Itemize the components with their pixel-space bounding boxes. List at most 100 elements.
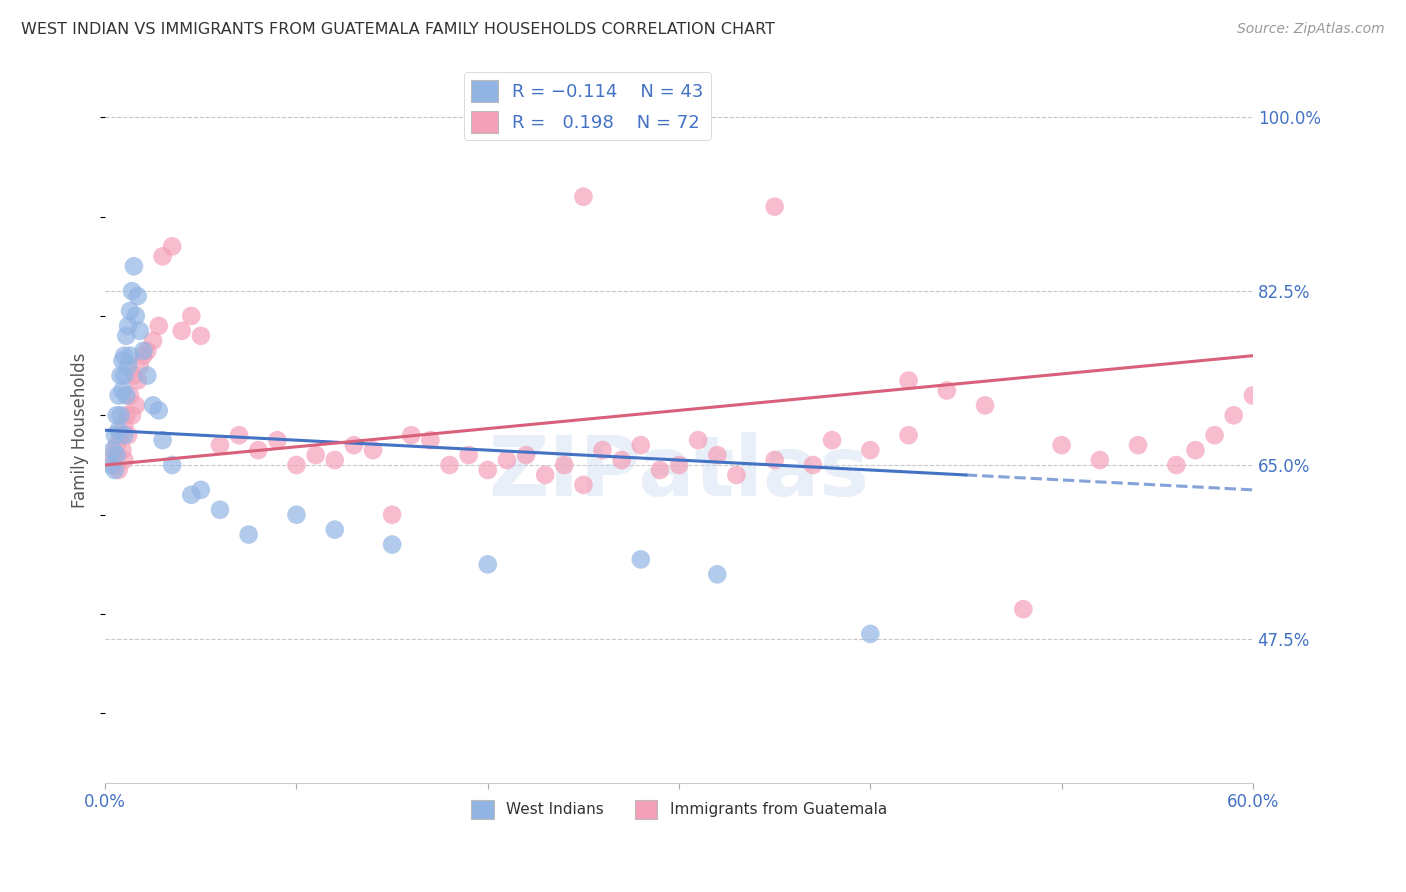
Point xyxy=(725,467,748,482)
Point xyxy=(1204,428,1226,442)
Point xyxy=(648,463,671,477)
Point xyxy=(125,309,148,323)
Point xyxy=(477,558,499,572)
Point xyxy=(107,388,129,402)
Point xyxy=(160,458,183,472)
Point xyxy=(668,458,690,472)
Point xyxy=(630,438,652,452)
Point xyxy=(136,343,159,358)
Point xyxy=(180,309,202,323)
Point xyxy=(148,318,170,333)
Point xyxy=(630,552,652,566)
Point xyxy=(107,463,129,477)
Point xyxy=(105,448,128,462)
Point xyxy=(111,384,134,398)
Point xyxy=(101,443,124,458)
Point xyxy=(688,433,710,447)
Point xyxy=(821,433,844,447)
Point xyxy=(706,448,728,462)
Point xyxy=(1012,602,1035,616)
Point xyxy=(100,458,122,472)
Point xyxy=(763,200,786,214)
Point xyxy=(112,418,135,433)
Point xyxy=(323,523,346,537)
Point xyxy=(117,359,139,373)
Point xyxy=(553,458,575,472)
Point xyxy=(190,483,212,497)
Point xyxy=(132,343,155,358)
Point xyxy=(127,374,149,388)
Point xyxy=(104,463,127,477)
Point xyxy=(160,239,183,253)
Point xyxy=(515,448,537,462)
Point xyxy=(110,409,132,423)
Text: Source: ZipAtlas.com: Source: ZipAtlas.com xyxy=(1237,22,1385,37)
Point xyxy=(121,409,143,423)
Point xyxy=(112,368,135,383)
Point xyxy=(115,388,138,402)
Point xyxy=(572,190,595,204)
Point xyxy=(343,438,366,452)
Point xyxy=(136,368,159,383)
Point xyxy=(897,374,920,388)
Point xyxy=(120,349,142,363)
Point xyxy=(117,428,139,442)
Text: WEST INDIAN VS IMMIGRANTS FROM GUATEMALA FAMILY HOUSEHOLDS CORRELATION CHART: WEST INDIAN VS IMMIGRANTS FROM GUATEMALA… xyxy=(21,22,775,37)
Point xyxy=(111,443,134,458)
Point xyxy=(101,448,124,462)
Point xyxy=(112,428,135,442)
Point xyxy=(122,260,145,274)
Point xyxy=(107,423,129,437)
Point xyxy=(148,403,170,417)
Legend: West Indians, Immigrants from Guatemala: West Indians, Immigrants from Guatemala xyxy=(465,794,893,825)
Point xyxy=(439,458,461,472)
Point xyxy=(111,353,134,368)
Point xyxy=(610,453,633,467)
Text: ZIPatlas: ZIPatlas xyxy=(488,432,869,513)
Point xyxy=(238,527,260,541)
Point xyxy=(190,328,212,343)
Point xyxy=(859,443,882,458)
Point xyxy=(323,453,346,467)
Point xyxy=(122,368,145,383)
Point xyxy=(128,324,150,338)
Point xyxy=(228,428,250,442)
Point xyxy=(117,318,139,333)
Point xyxy=(208,438,231,452)
Point xyxy=(152,433,174,447)
Point xyxy=(974,398,997,412)
Point xyxy=(1166,458,1188,472)
Point xyxy=(120,388,142,402)
Point xyxy=(1126,438,1149,452)
Point xyxy=(120,304,142,318)
Point xyxy=(592,443,614,458)
Y-axis label: Family Households: Family Households xyxy=(72,352,89,508)
Point xyxy=(105,409,128,423)
Point xyxy=(104,428,127,442)
Point xyxy=(142,398,165,412)
Point xyxy=(419,433,441,447)
Point xyxy=(104,458,127,472)
Point xyxy=(115,409,138,423)
Point xyxy=(496,453,519,467)
Point xyxy=(801,458,824,472)
Point xyxy=(477,463,499,477)
Point xyxy=(399,428,422,442)
Point xyxy=(859,627,882,641)
Point xyxy=(110,368,132,383)
Point xyxy=(381,537,404,551)
Point xyxy=(534,467,557,482)
Point xyxy=(897,428,920,442)
Point xyxy=(381,508,404,522)
Point xyxy=(1088,453,1111,467)
Point xyxy=(125,398,148,412)
Point xyxy=(152,249,174,263)
Point xyxy=(1184,443,1206,458)
Point xyxy=(180,488,202,502)
Point xyxy=(763,453,786,467)
Point xyxy=(1222,409,1244,423)
Point xyxy=(132,349,155,363)
Point xyxy=(266,433,288,447)
Point xyxy=(128,359,150,373)
Point xyxy=(112,453,135,467)
